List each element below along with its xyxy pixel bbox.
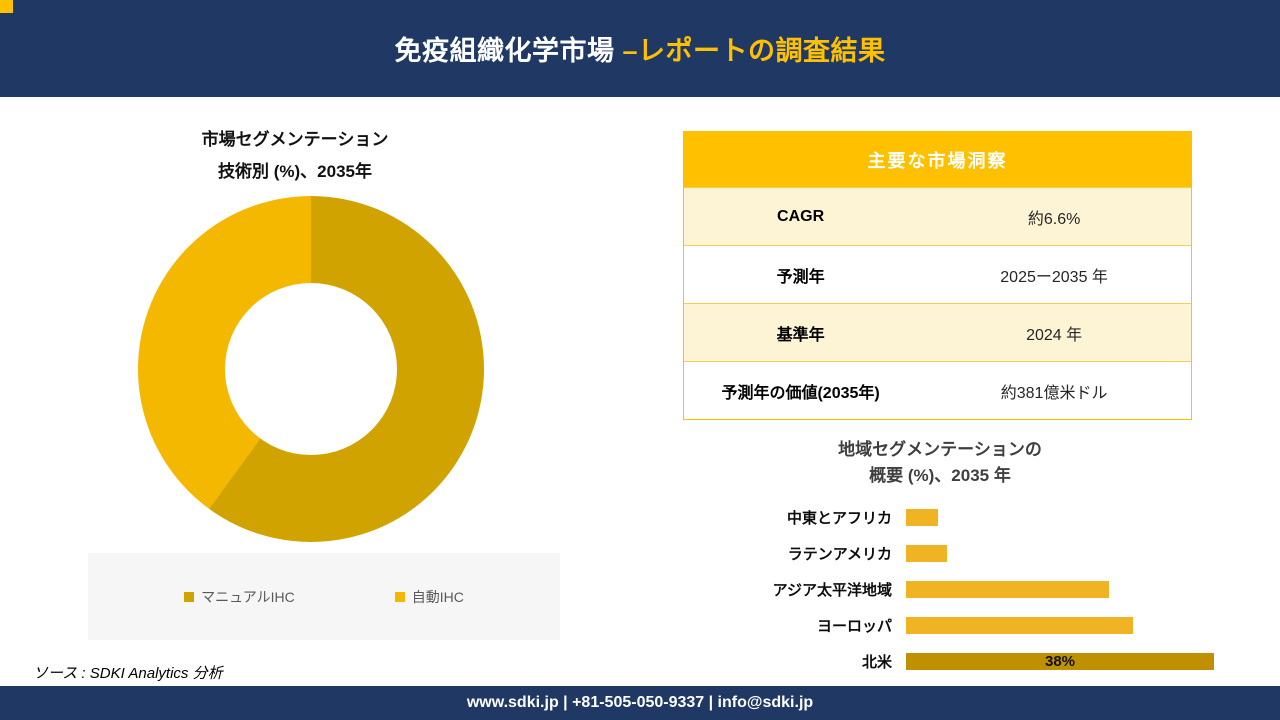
donut-chart xyxy=(138,196,484,542)
donut-chart-title: 市場セグメンテーション 技術別 (%)、2035年 xyxy=(75,124,515,188)
bar-row: 中東とアフリカ xyxy=(688,499,1248,535)
page-title: 免疫組織化学市場 –レポートの調査結果 xyxy=(394,29,885,68)
bar-title-line2: 概要 (%)、2035 年 xyxy=(869,466,1011,485)
bar-row: アジア太平洋地域 xyxy=(688,571,1248,607)
footer-contact-text: www.sdki.jp | +81-505-050-9337 | info@sd… xyxy=(466,694,814,711)
insights-row: 基準年 2024 年 xyxy=(684,303,1191,361)
legend-item: マニュアルIHC xyxy=(184,587,295,607)
bar-track xyxy=(906,544,1248,562)
bar-value-label: 38% xyxy=(1044,652,1076,670)
legend-label: 自動IHC xyxy=(411,588,464,605)
insights-row: 予測年の価値(2035年) 約381億米ドル xyxy=(684,361,1191,419)
bar-fill xyxy=(906,508,938,526)
legend-item: 自動IHC xyxy=(394,587,464,607)
insights-table-header: 主要な市場洞察 xyxy=(684,132,1191,187)
bar-rows: 中東とアフリカ ラテンアメリカアジア太平洋地域ヨーロッパ北米 38% xyxy=(688,499,1248,679)
bar-category-label: ヨーロッパ xyxy=(816,617,892,635)
bar-track xyxy=(906,616,1248,634)
bar-fill xyxy=(906,580,1109,598)
header-banner: 免疫組織化学市場 –レポートの調査結果 xyxy=(0,0,1280,97)
bar-track xyxy=(906,580,1248,598)
bar-title-line1: 地域セグメンテーションの xyxy=(838,440,1042,459)
page-title-white: 免疫組織化学市場 xyxy=(394,36,623,66)
corner-accent-square xyxy=(0,0,13,13)
bar-track xyxy=(906,508,1248,526)
bar-fill: 38% xyxy=(906,652,1214,670)
footer-banner: www.sdki.jp | +81-505-050-9337 | info@sd… xyxy=(0,686,1280,720)
bar-category-label: ラテンアメリカ xyxy=(787,545,892,563)
insights-row-label: 予測年の価値(2035年) xyxy=(721,384,880,402)
insights-row-value: 2025ー2035 年 xyxy=(1000,268,1108,286)
legend-swatch-icon xyxy=(184,591,195,602)
bar-fill xyxy=(906,544,947,562)
bar-category-label: 中東とアフリカ xyxy=(786,509,892,527)
donut-legend: マニュアルIHC 自動IHC xyxy=(88,553,560,640)
insights-table: 主要な市場洞察 CAGR 約6.6% 予測年 2025ー2035 年基準年 2024 年… xyxy=(683,131,1192,420)
bar-category-label: 北米 xyxy=(861,653,892,671)
insights-row-value: 約6.6% xyxy=(1027,210,1081,228)
legend-label: マニュアルIHC xyxy=(201,588,295,605)
insights-rows: CAGR 約6.6% 予測年 2025ー2035 年基準年 2024 年予測年の価値(2… xyxy=(684,187,1191,419)
page-title-gold: –レポートの調査結果 xyxy=(622,36,886,66)
legend-swatch-icon xyxy=(394,591,405,602)
donut-title-line1: 市場セグメンテーション xyxy=(201,130,389,149)
bar-track: 38% xyxy=(906,652,1248,670)
bar-fill xyxy=(906,616,1133,634)
insights-row-label: 基準年 xyxy=(776,326,825,344)
insights-row-value: 約381億米ドル xyxy=(1000,384,1108,402)
insights-row-label: CAGR xyxy=(777,207,825,225)
bar-row: ラテンアメリカ xyxy=(688,535,1248,571)
insights-row: 予測年 2025ー2035 年 xyxy=(684,245,1191,303)
bar-category-label: アジア太平洋地域 xyxy=(772,581,892,599)
insights-row-value: 2024 年 xyxy=(1026,326,1083,344)
source-note: ソース : SDKI Analytics 分析 xyxy=(33,665,223,682)
bar-chart-title: 地域セグメンテーションの 概要 (%)、2035 年 xyxy=(760,437,1120,489)
insights-row: CAGR 約6.6% xyxy=(684,187,1191,245)
donut-title-line2: 技術別 (%)、2035年 xyxy=(218,162,372,181)
bar-row: 北米 38% xyxy=(688,643,1248,679)
insights-row-label: 予測年 xyxy=(776,268,825,286)
bar-row: ヨーロッパ xyxy=(688,607,1248,643)
